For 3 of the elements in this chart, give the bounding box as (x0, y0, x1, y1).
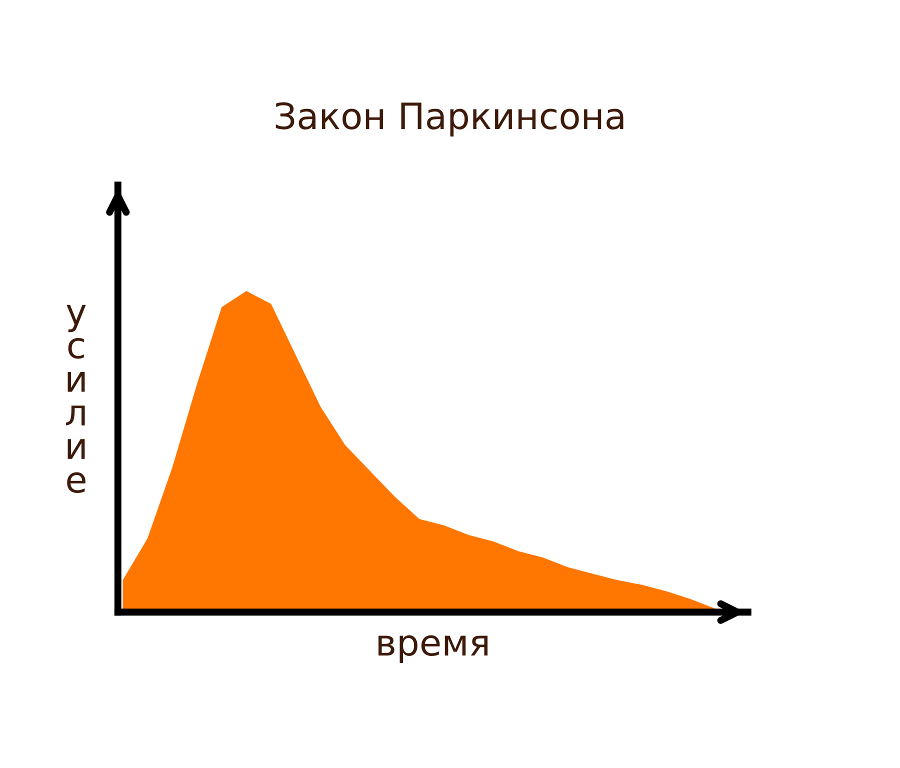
chart-title: Закон Паркинсона (276, 102, 624, 137)
y-axis-title: усилие (66, 304, 86, 494)
x-axis-title: время (378, 635, 488, 664)
